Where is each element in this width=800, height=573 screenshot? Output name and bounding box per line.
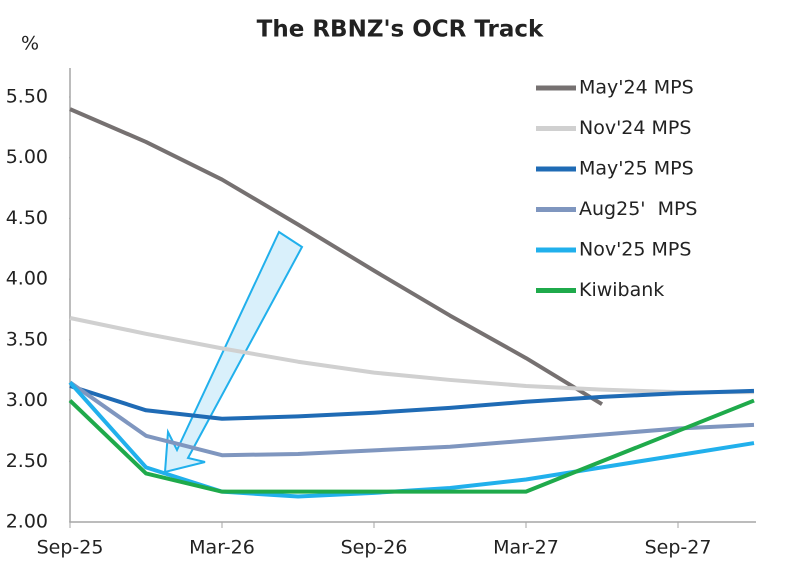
legend-label: May'24 MPS: [579, 77, 694, 99]
legend-label: Nov'25 MPS: [579, 239, 691, 261]
y-tick-label: 4.00: [6, 268, 48, 290]
series-line: [69, 316, 754, 395]
series-line: [69, 107, 604, 406]
y-tick-label: 3.00: [6, 389, 48, 411]
series-line: [68, 398, 755, 494]
x-tick-label: Sep-27: [645, 537, 712, 559]
y-tick-label: 5.00: [6, 146, 48, 168]
x-tick-label: Sep-26: [341, 537, 408, 559]
x-tick-label: Sep-25: [37, 537, 104, 559]
legend-label: May'25 MPS: [579, 158, 694, 180]
legend-label: Kiwibank: [579, 279, 664, 301]
chart-title: The RBNZ's OCR Track: [257, 17, 544, 43]
legend-label: Nov'24 MPS: [579, 117, 691, 139]
y-tick-label: 5.50: [6, 86, 48, 108]
y-axis-unit: %: [21, 33, 39, 55]
y-tick-label: 2.50: [6, 450, 48, 472]
series-line: [68, 380, 755, 458]
x-tick-label: Mar-27: [493, 537, 559, 559]
series-line: [69, 384, 755, 421]
y-tick-label: 2.00: [6, 511, 48, 533]
x-tick-label: Mar-26: [189, 537, 255, 559]
y-tick-label: 3.50: [6, 328, 48, 350]
legend-label: Aug25' MPS: [579, 198, 698, 220]
y-tick-label: 4.50: [6, 207, 48, 229]
